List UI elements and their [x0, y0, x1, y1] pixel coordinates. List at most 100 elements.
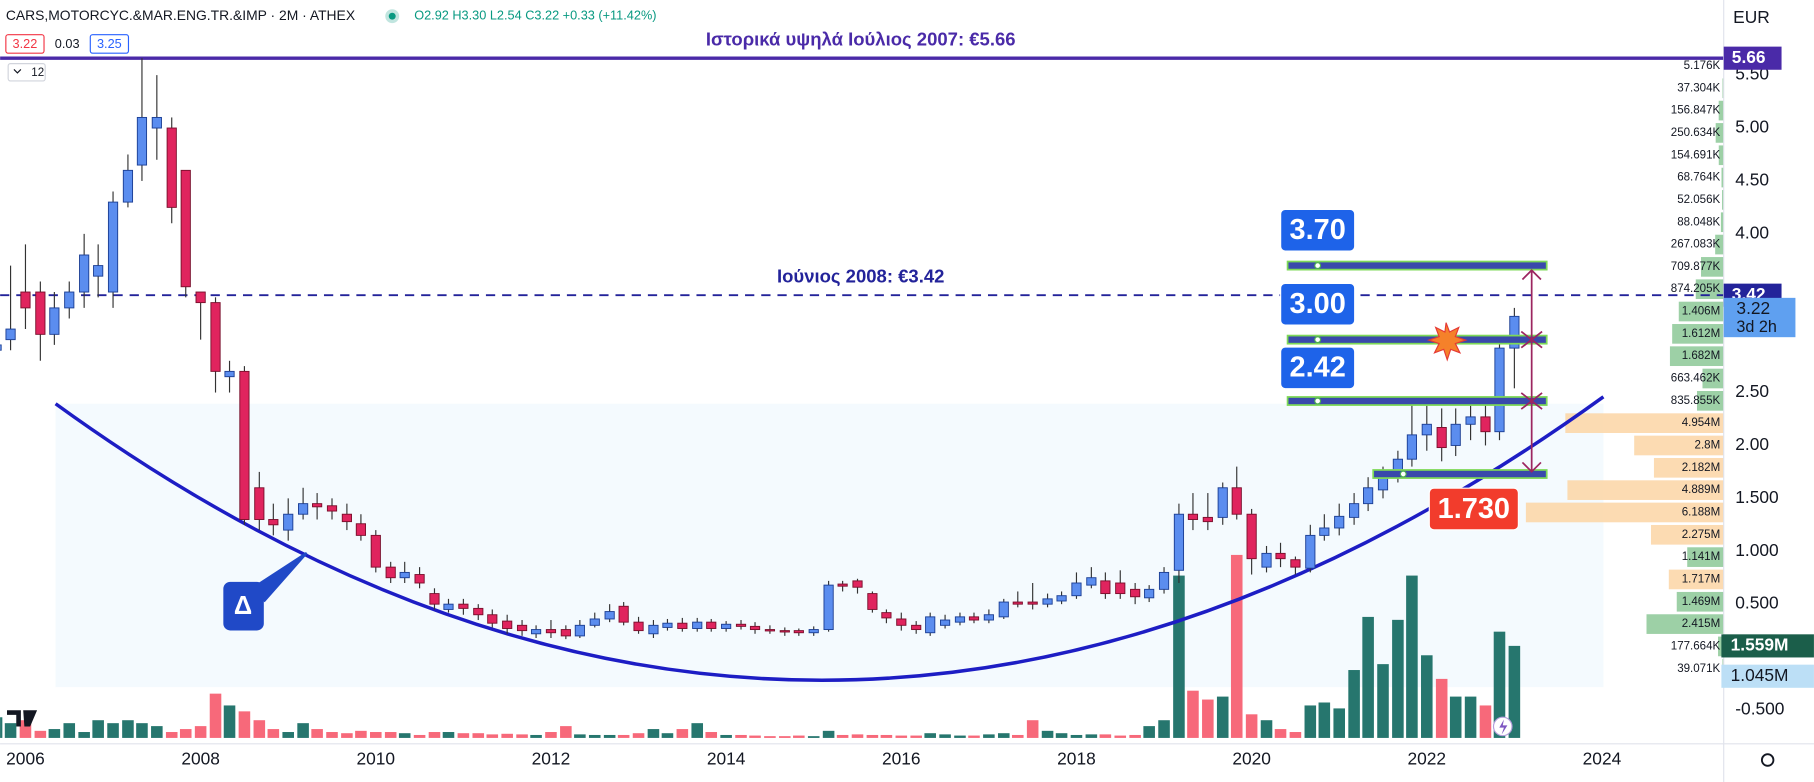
- profile-bar: [1718, 100, 1724, 121]
- x-tick-label: 2006: [6, 749, 45, 769]
- volume-bar: [691, 723, 704, 738]
- y-tick-label: 4.50: [1735, 170, 1769, 190]
- profile-label: 154.691K: [1671, 149, 1721, 161]
- volume-bar: [384, 732, 397, 738]
- candle-body: [1305, 534, 1316, 569]
- volume-bar: [267, 729, 280, 738]
- candle-body: [545, 629, 557, 634]
- volume-bar: [326, 732, 338, 738]
- candle-body: [852, 580, 863, 588]
- profile-bar: [1525, 502, 1724, 523]
- profile-label: 250.634K: [1671, 127, 1721, 139]
- profile-label: 177.664K: [1671, 640, 1721, 652]
- settings-icon[interactable]: [1760, 753, 1775, 767]
- candle-body: [881, 612, 892, 619]
- bid-box[interactable]: [5, 34, 45, 54]
- volume-bar: [297, 723, 309, 738]
- x-tick-label: 2018: [1057, 749, 1096, 769]
- candle-body: [648, 624, 659, 635]
- event-glyph: [1499, 719, 1508, 735]
- profile-bar: [1650, 524, 1724, 545]
- indicator-toggle[interactable]: [7, 63, 46, 82]
- volume-bar: [720, 734, 732, 738]
- cup-curve: [54, 395, 1605, 682]
- candle-body: [662, 622, 673, 628]
- profile-label: 156.847K: [1671, 105, 1721, 117]
- ask-box[interactable]: [89, 34, 130, 54]
- candle-body: [224, 370, 235, 378]
- volume-bar: [1274, 729, 1287, 738]
- level-text: Ιούνιος 2008: €3.42: [777, 266, 944, 287]
- candle-body: [458, 603, 469, 609]
- volume-bar: [530, 734, 542, 738]
- candle-body: [1406, 434, 1417, 460]
- volume-bar: [574, 734, 586, 738]
- pattern-label-box: [223, 581, 264, 631]
- profile-bar: [1702, 368, 1724, 389]
- profile-label: 5.176K: [1684, 60, 1721, 72]
- candle-body: [823, 584, 834, 631]
- profile-label: 1.612M: [1682, 328, 1721, 340]
- volume-bar: [632, 733, 645, 738]
- profile-bar: [1722, 78, 1724, 99]
- volume-bar: [179, 729, 192, 738]
- candle-body: [64, 291, 75, 309]
- annotation-box: [1280, 208, 1356, 252]
- volume-bar: [676, 729, 689, 738]
- volume-bar: [4, 723, 17, 738]
- volume-bar: [1260, 720, 1273, 738]
- candle-body: [1363, 487, 1374, 505]
- volume-bar: [793, 735, 805, 738]
- candle-body: [1450, 423, 1461, 446]
- volume-bar: [764, 736, 776, 738]
- candle-body: [1202, 516, 1213, 523]
- candle-body: [1231, 487, 1242, 515]
- candle-body: [574, 624, 585, 637]
- candle-body: [151, 116, 162, 129]
- volume-bar: [1508, 645, 1521, 738]
- candle-body: [35, 291, 46, 335]
- volume-bar: [34, 730, 47, 738]
- volume-bar: [341, 733, 353, 738]
- volume-bar: [223, 705, 236, 738]
- candle-body: [312, 503, 323, 508]
- profile-label: 52.056K: [1677, 194, 1720, 206]
- profile-label: 2.8M: [1695, 440, 1721, 452]
- volume-bar: [1362, 616, 1374, 738]
- candle-body: [20, 291, 31, 309]
- candle-body: [1480, 416, 1491, 433]
- candle-body: [136, 116, 148, 166]
- volume-bar: [1406, 575, 1418, 738]
- profile-bar: [1669, 346, 1724, 367]
- level-text: Ιστορικά υψηλά Ιούλιος 2007: €5.66: [706, 29, 1016, 50]
- volume-bar: [282, 732, 294, 738]
- volume-ma-tag-label: 1.045M: [1731, 665, 1789, 685]
- volume-bar: [822, 730, 835, 738]
- candle-body: [939, 619, 951, 626]
- volume-bar: [92, 720, 104, 738]
- volume-bar: [194, 726, 207, 738]
- annotation-label: 3.00: [1290, 288, 1346, 320]
- profile-label: 37.304K: [1677, 82, 1720, 94]
- profile-bar: [1687, 547, 1724, 567]
- candle-body: [0, 344, 2, 351]
- profile-bar: [1646, 614, 1724, 634]
- profile-label: 1.406M: [1682, 306, 1721, 318]
- candle-body: [414, 574, 425, 584]
- pattern-label: Δ: [234, 592, 252, 620]
- volume-bar: [1041, 730, 1054, 738]
- volume-bar: [588, 734, 601, 738]
- candle-body: [1494, 347, 1505, 433]
- volume-bar: [1493, 631, 1506, 738]
- candle-body: [589, 618, 600, 626]
- candle-body: [983, 614, 994, 621]
- profile-label: 4.954M: [1682, 417, 1721, 429]
- candle-body: [968, 616, 980, 621]
- volume-bar: [1421, 655, 1433, 738]
- volume-bar: [1099, 734, 1112, 738]
- x-tick-label: 2022: [1407, 749, 1446, 769]
- y-tick-label: 4.00: [1735, 222, 1769, 242]
- measure-cross: [1520, 392, 1543, 410]
- volume-bar: [560, 726, 572, 738]
- candle-body: [896, 618, 907, 626]
